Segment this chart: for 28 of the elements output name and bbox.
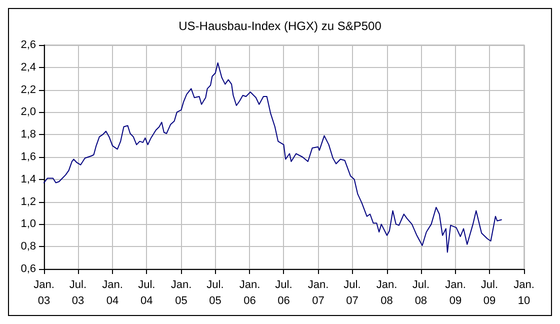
x-tick-label: Jul. 04 xyxy=(138,279,156,307)
x-tick-label: Jul. 03 xyxy=(69,279,87,307)
x-tick-label: Jan. 05 xyxy=(170,279,192,307)
y-tick-label: 2,2 xyxy=(20,84,36,96)
y-tick-label: 1,8 xyxy=(20,128,36,141)
x-tick-label: Jan. 07 xyxy=(308,279,329,307)
x-tick-label: Jul. 08 xyxy=(412,279,430,307)
x-tick-label: Jul. 05 xyxy=(206,279,224,307)
y-tick-label: 2,0 xyxy=(20,106,36,118)
x-tick-label: Jul. 09 xyxy=(480,279,498,307)
y-tick-label: 1,6 xyxy=(20,151,36,163)
y-tick-label: 1,4 xyxy=(20,173,36,186)
x-tick-label: Jul. 07 xyxy=(344,279,361,307)
x-tick-label: Jan. 08 xyxy=(376,279,398,307)
x-tick-label: Jul. 06 xyxy=(275,279,292,307)
x-tick-label: Jan. 06 xyxy=(239,279,260,307)
x-tick-label: Jan. 04 xyxy=(102,279,123,307)
y-tick-label: 2,6 xyxy=(20,39,36,51)
y-tick-label: 1,0 xyxy=(20,218,36,230)
y-tick-label: 0,6 xyxy=(20,263,36,275)
y-tick-label: 1,2 xyxy=(20,196,36,208)
x-tick-label: Jan. 10 xyxy=(514,279,534,307)
chart-title: US-Hausbau-Index (HGX) zu S&P500 xyxy=(178,19,382,33)
y-tick-label: 2,4 xyxy=(20,61,36,74)
x-tick-label: Jan. 03 xyxy=(34,279,54,307)
y-tick-label: 0,8 xyxy=(20,240,36,253)
x-tick-label: Jan. 09 xyxy=(445,279,466,307)
line-series xyxy=(44,62,502,253)
